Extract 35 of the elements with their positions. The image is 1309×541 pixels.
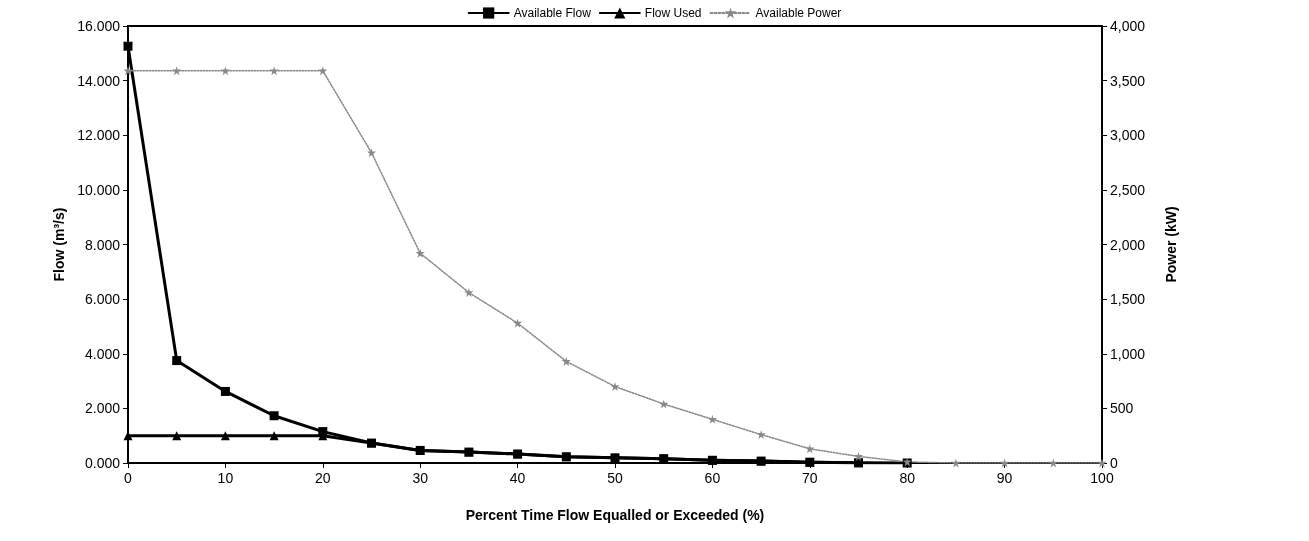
y-tick-label: 10.000 [77, 181, 121, 198]
y-tick-label: 14.000 [77, 72, 121, 89]
x-tick-label: 10 [217, 470, 234, 486]
y2-tick-label: 3,500 [1110, 72, 1146, 89]
x-tick-label: 40 [509, 470, 526, 486]
legend-label: Flow Used [644, 6, 702, 20]
x-tick-label: 70 [802, 470, 818, 486]
y-tick-label: 16.000 [77, 18, 121, 34]
y-tick-label: 12.000 [77, 127, 121, 144]
x-tick-label: 90 [996, 470, 1013, 486]
legend-label: Available Power [755, 6, 842, 20]
y2-tick-label: 500 [1110, 400, 1134, 417]
y-axis-title: Flow (m³/s) [51, 207, 67, 282]
y2-tick-label: 0 [1110, 455, 1118, 471]
y2-tick-label: 1,500 [1110, 291, 1146, 308]
legend-label: Available Flow [513, 6, 592, 20]
y2-tick-label: 3,000 [1110, 127, 1146, 144]
y2-tick-label: 2,500 [1110, 181, 1146, 198]
y2-tick-label: 2,000 [1110, 236, 1146, 253]
y-tick-label: 4.000 [84, 345, 121, 362]
x-tick-label: 0 [124, 470, 133, 486]
x-tick-label: 100 [1090, 470, 1114, 486]
x-tick-label: 80 [899, 470, 916, 486]
y2-tick-label: 1,000 [1110, 345, 1146, 362]
y-tick-label: 6.000 [84, 291, 121, 308]
y-tick-label: 8.000 [84, 236, 121, 253]
x-tick-label: 20 [315, 470, 331, 486]
x-axis-title: Percent Time Flow Equalled or Exceeded (%) [465, 507, 765, 523]
x-tick-label: 60 [704, 470, 721, 486]
y2-axis-title: Power (kW) [1163, 206, 1179, 283]
y-tick-label: 0.000 [84, 455, 121, 471]
y-tick-label: 2.000 [84, 400, 121, 417]
x-tick-label: 50 [607, 470, 623, 486]
x-tick-label: 30 [412, 470, 429, 486]
y2-tick-label: 4,000 [1110, 18, 1146, 34]
